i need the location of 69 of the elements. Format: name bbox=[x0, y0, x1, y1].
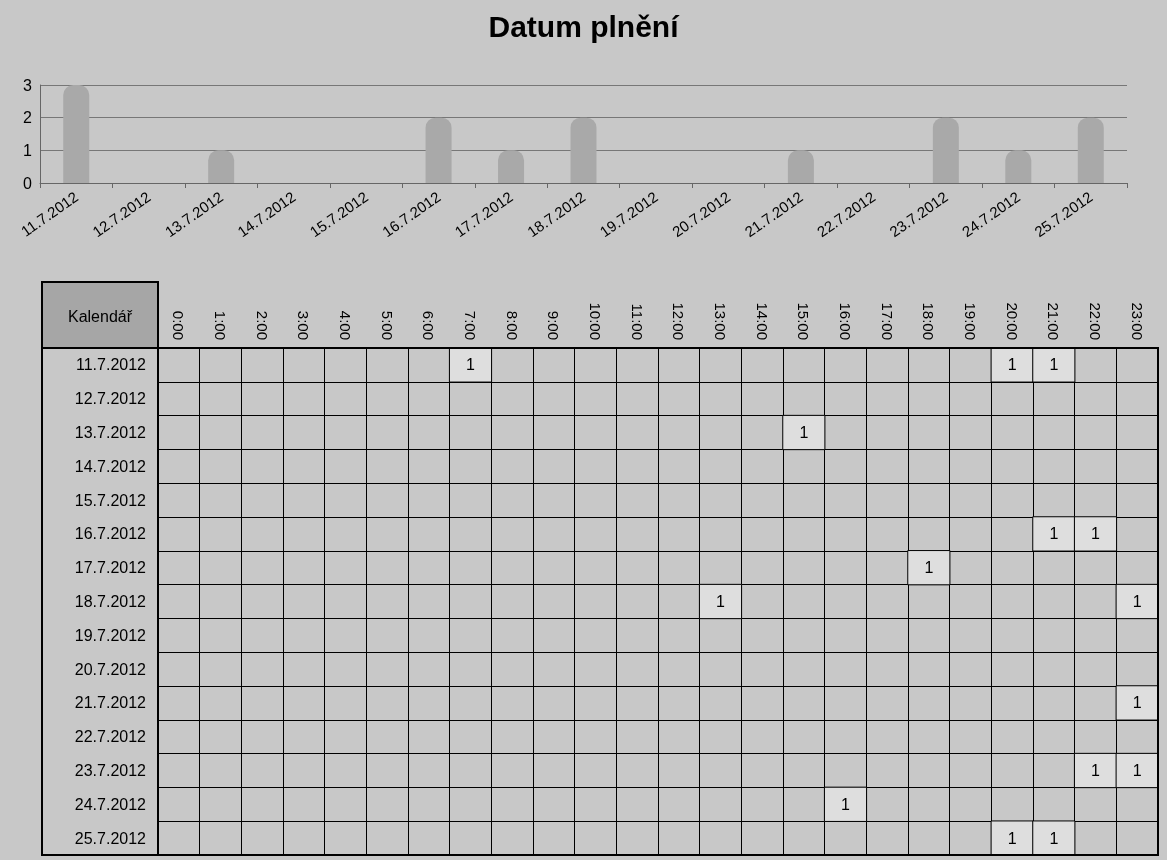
x-tick-label: 14:00 bbox=[753, 302, 771, 340]
data-label: 1 bbox=[1132, 694, 1142, 712]
x-tick-label: 23:00 bbox=[1128, 302, 1146, 340]
x-tick-label: 19:00 bbox=[962, 302, 979, 340]
x-tick-label: 10:00 bbox=[587, 302, 604, 340]
x-tick-label: 6:00 bbox=[420, 310, 438, 340]
y-tick-label: 20.7.2012 bbox=[74, 660, 147, 678]
x-tick-label: 4:00 bbox=[337, 310, 354, 340]
bar bbox=[932, 117, 959, 183]
x-tick-label: 16:00 bbox=[837, 302, 854, 340]
data-label: 1 bbox=[716, 593, 726, 610]
x-tick-label: 15:00 bbox=[795, 302, 813, 340]
data-label: 1 bbox=[1091, 762, 1101, 779]
data-label: 1 bbox=[1007, 829, 1017, 847]
data-label: 1 bbox=[924, 559, 934, 577]
y-tick-label: 23.7.2012 bbox=[74, 762, 147, 779]
y-tick-label: 17.7.2012 bbox=[74, 559, 147, 577]
x-tick-label: 7:00 bbox=[462, 310, 479, 340]
data-label: 1 bbox=[1049, 525, 1059, 543]
x-tick-label: 1:00 bbox=[212, 310, 229, 340]
y-tick-label: 19.7.2012 bbox=[74, 626, 147, 644]
data-label: 1 bbox=[1049, 356, 1059, 374]
x-tick-label: 22:00 bbox=[1087, 302, 1104, 340]
y-tick-label: 21.7.2012 bbox=[74, 694, 147, 712]
data-label: 1 bbox=[1007, 356, 1017, 374]
data-label: 1 bbox=[841, 795, 851, 813]
chart-title: Datum plnění bbox=[488, 9, 681, 43]
y-tick-label: 12.7.2012 bbox=[74, 390, 147, 408]
y-tick-label: 14.7.2012 bbox=[74, 457, 147, 475]
x-tick-label: 18:00 bbox=[920, 302, 938, 340]
x-tick-label: 21:00 bbox=[1045, 302, 1063, 340]
y-tick-label: 2 bbox=[23, 109, 33, 127]
bar bbox=[1005, 150, 1032, 183]
x-tick-label: 20:00 bbox=[1003, 302, 1021, 340]
x-tick-label: 2:00 bbox=[253, 310, 271, 340]
y-tick-label: 1 bbox=[23, 141, 33, 159]
data-label: 1 bbox=[1132, 593, 1142, 610]
y-tick-label: 0 bbox=[23, 174, 33, 192]
bar bbox=[425, 117, 452, 183]
y-tick-label: 3 bbox=[23, 76, 33, 94]
x-tick-label: 13:00 bbox=[712, 302, 729, 340]
x-tick-label: 0:00 bbox=[170, 310, 188, 340]
x-tick-label: 3:00 bbox=[295, 310, 313, 340]
x-tick-label: 17:00 bbox=[878, 302, 896, 340]
y-tick-label: 15.7.2012 bbox=[74, 491, 147, 509]
y-tick-label: 22.7.2012 bbox=[74, 728, 147, 746]
bar bbox=[498, 150, 525, 183]
bar bbox=[787, 150, 814, 183]
y-tick-label: 25.7.2012 bbox=[74, 829, 147, 847]
y-tick-label: 13.7.2012 bbox=[74, 424, 147, 441]
x-tick-label: 12:00 bbox=[670, 302, 688, 340]
y-tick-label: 18.7.2012 bbox=[74, 593, 147, 610]
data-label: 1 bbox=[466, 356, 476, 374]
x-tick-label: 9:00 bbox=[545, 310, 563, 340]
y-tick-label: 24.7.2012 bbox=[74, 795, 147, 813]
x-tick-label: 5:00 bbox=[378, 310, 396, 340]
bar bbox=[1077, 117, 1104, 183]
x-tick-label: 11:00 bbox=[628, 303, 646, 340]
data-label: 1 bbox=[799, 424, 809, 441]
data-label: 1 bbox=[1049, 829, 1059, 847]
bar bbox=[208, 150, 235, 183]
x-tick-label: 8:00 bbox=[503, 310, 521, 340]
bar bbox=[63, 85, 90, 183]
y-tick-label: 16.7.2012 bbox=[74, 525, 147, 543]
y-tick-label: 11.7.2012 bbox=[76, 356, 147, 374]
data-label: 1 bbox=[1091, 525, 1101, 543]
y-axis-title: Kalendář bbox=[67, 307, 133, 325]
data-label: 1 bbox=[1132, 762, 1142, 779]
bar bbox=[570, 117, 597, 183]
